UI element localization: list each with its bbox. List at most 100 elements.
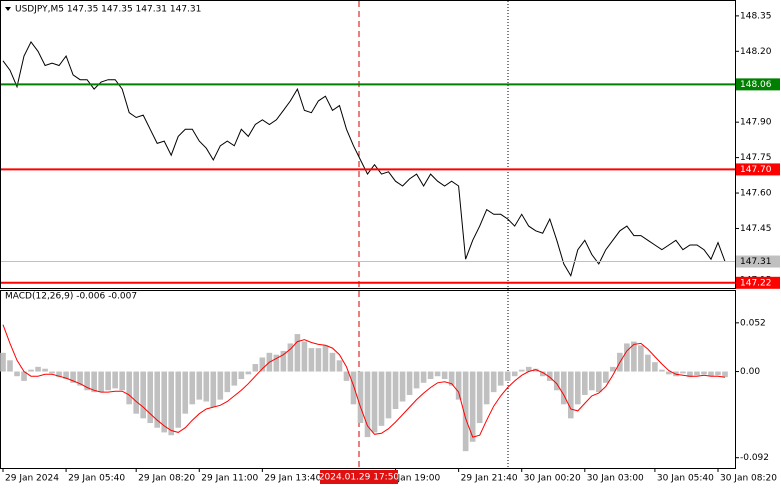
macd-bar [659,369,665,372]
macd-bar [631,341,637,372]
y-tick-label: 147.90 [740,118,772,128]
macd-bar [603,371,609,383]
macd-bar [14,371,20,377]
level-label: 148.06 [740,80,772,90]
macd-bar [350,371,357,405]
macd-bar [322,345,329,372]
macd-bar [378,371,385,426]
macd-bar [399,371,406,402]
y-tick-label: 0.00 [740,367,760,377]
price-line [2,40,726,277]
macd-bar [161,371,168,433]
macd-bar [364,371,371,438]
macd-bar [49,371,55,374]
level-label-bg [736,163,780,176]
macd-bar [140,371,146,419]
chart-title: USDJPY,M5 147.35 147.35 147.31 147.31 [15,5,201,15]
macd-bar [308,348,315,372]
macd-bar [287,343,294,372]
macd-title: MACD(12,26,9) -0.006 -0.007 [5,292,137,302]
macd-bar [238,371,245,380]
cursor-label-bg [320,470,398,484]
macd-bar [553,371,560,391]
macd-bar [476,371,483,424]
macd-bar [413,371,420,389]
macd-bar [203,371,210,402]
macd-bar [42,368,48,372]
macd-bar [273,354,280,372]
macd-bar [638,345,644,372]
macd-bar [294,334,301,372]
macd-bar [7,360,13,372]
macd-bar [70,371,76,383]
y-tick-label: 0.052 [740,318,766,328]
macd-bar [701,371,707,375]
macd-bar [589,371,595,391]
macd-bar [112,371,118,389]
macd-bar [0,352,6,372]
macd-bar [546,371,553,381]
signal-line [2,324,726,438]
macd-bar [35,366,41,372]
macd-bar [469,371,476,442]
macd-bar [722,371,728,378]
macd-bar [133,371,139,414]
macd-bar [392,371,399,409]
macd-bar [652,362,658,372]
macd-bar [385,371,392,419]
macd-bar [645,354,651,372]
x-tick-label: 29 Jan 08:20 [138,474,195,484]
macd-bar [694,371,700,376]
x-tick-label: Jan 19:00 [397,474,441,484]
price-panel [0,0,736,289]
level-label-bg [736,78,780,91]
macd-bar [245,371,252,375]
macd-bar [708,371,714,377]
macd-bar [77,371,83,386]
macd-bar [448,371,455,386]
x-tick-label: 30 Jan 05:40 [657,474,714,484]
x-tick-label: 29 Jan 05:40 [68,474,125,484]
y-tick-label: -0.092 [740,453,769,463]
macd-panel [0,290,736,469]
level-label-bg [736,276,780,289]
macd-bar [420,371,427,383]
x-tick-label: 29 Jan 13:40 [264,474,321,484]
level-label: 147.22 [740,278,772,288]
macd-bar [525,366,532,372]
macd-bar [610,366,616,372]
macd-bar [483,371,490,405]
level-label: 147.31 [740,257,772,267]
macd-bar [259,357,266,372]
macd-bar [336,360,343,372]
macd-bar [315,348,322,372]
macd-bar [511,371,518,377]
macd-bar [490,371,497,393]
y-tick-label: 147.45 [740,224,772,234]
macd-bar [343,371,350,381]
macd-bar [231,371,238,386]
macd-bar [329,352,336,372]
macd-bar [666,371,672,375]
macd-bar [434,371,441,377]
macd-bar [91,371,97,393]
macd-bar [210,371,217,408]
level-label-bg [736,255,780,268]
macd-bar [182,371,189,414]
macd-bar [624,343,630,372]
macd-bar [119,371,125,391]
macd-bar [301,341,308,372]
macd-bar [56,371,62,378]
level-label: 147.70 [740,165,772,175]
macd-bar [596,371,602,393]
macd-bar [105,371,111,391]
macd-bar [715,371,721,376]
macd-bar [582,371,588,395]
macd-bar [574,371,581,405]
macd-bar [497,371,504,386]
x-tick-label: 29 Jan 11:00 [201,474,258,484]
macd-bar [462,371,469,452]
macd-bar [567,371,574,419]
y-tick-label: 147.75 [740,153,772,163]
